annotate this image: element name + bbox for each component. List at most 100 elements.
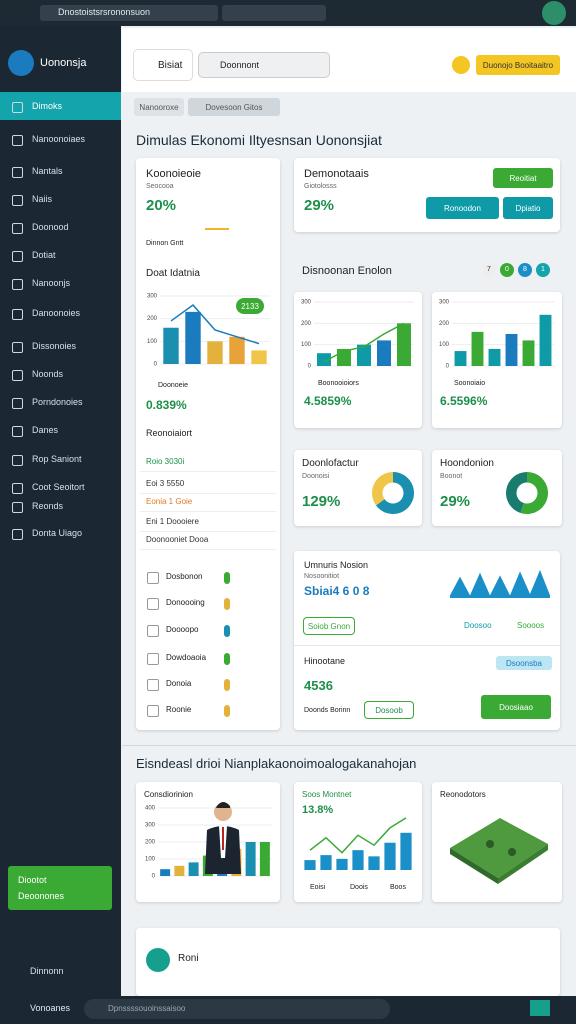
list-item[interactable]: Dosbonon xyxy=(166,572,203,581)
item-icon xyxy=(147,598,159,610)
breadcrumb[interactable]: Nanooroxe xyxy=(134,98,184,116)
chip[interactable]: 8 xyxy=(518,263,532,277)
item-icon xyxy=(147,679,159,691)
breadcrumb[interactable]: Dovesoon Gitos xyxy=(188,98,280,116)
card-value: 13.8% xyxy=(302,804,334,816)
tray-icon[interactable] xyxy=(530,1000,550,1016)
card-value: 29% xyxy=(304,197,335,214)
bar xyxy=(259,842,270,876)
dropdown[interactable] xyxy=(199,53,329,77)
list-item[interactable]: Donoia xyxy=(166,679,192,688)
list-title: Reonoiaiort xyxy=(146,428,193,438)
nav-icon xyxy=(12,135,23,146)
item-icon xyxy=(147,653,159,665)
card-title: Roni xyxy=(178,953,199,964)
sidebar-cta[interactable] xyxy=(8,866,112,910)
bar xyxy=(251,350,267,364)
list-item[interactable]: Donoooing xyxy=(166,598,205,607)
legend: Boonooioiors xyxy=(318,380,359,387)
nav-icon xyxy=(12,279,23,290)
nav-item[interactable]: Reonds xyxy=(32,501,64,511)
tag[interactable]: Soiob Gnon xyxy=(304,618,354,634)
donut-slice xyxy=(506,472,527,513)
button[interactable]: Reoitiat xyxy=(493,168,553,188)
nav-item[interactable]: Coot Seoitort xyxy=(32,482,85,492)
list-row[interactable]: Eoi 3 5550 xyxy=(146,479,185,488)
nav-item[interactable]: Dissonoies xyxy=(32,341,77,351)
nav-item[interactable]: Naiis xyxy=(32,194,53,204)
dropdown-text: Doonnont xyxy=(220,60,260,70)
bar-chart: 0 100 200 300 xyxy=(439,300,554,370)
tab-dropdown[interactable] xyxy=(222,5,326,21)
list-item[interactable]: Dowdoaoia xyxy=(166,653,207,662)
bar xyxy=(174,865,185,876)
item-icon xyxy=(147,572,159,584)
nav-icon xyxy=(12,167,23,178)
bar xyxy=(160,869,171,876)
bar xyxy=(163,327,179,364)
list-row[interactable]: Doonooniet Dooa xyxy=(146,535,209,544)
list-item[interactable]: Roonie xyxy=(166,705,192,714)
bar xyxy=(320,855,332,870)
chip[interactable]: 1 xyxy=(536,263,550,277)
row-divider xyxy=(140,493,276,494)
search-box[interactable] xyxy=(134,50,192,80)
bar-chart: 0 100 200 300 xyxy=(301,300,414,370)
tag[interactable]: Dsoonsba xyxy=(496,656,552,670)
cta-line: Diootot xyxy=(18,875,47,885)
nav-item[interactable]: Dimoks xyxy=(32,101,63,111)
action-button[interactable]: Doosiaao xyxy=(481,695,551,719)
item-badge xyxy=(224,679,230,691)
left-card xyxy=(136,158,280,730)
nav-item[interactable]: Danes xyxy=(32,425,59,435)
y-tick-label: 200 xyxy=(439,321,450,327)
nav-item[interactable]: Nantals xyxy=(32,166,63,176)
bar xyxy=(245,842,256,876)
y-tick-label: 300 xyxy=(439,300,450,306)
card-subtitle: Doonoisi xyxy=(302,473,330,480)
card-value: 6.5596% xyxy=(440,394,488,408)
chip[interactable]: 0 xyxy=(500,263,514,277)
nav-item[interactable]: Doonood xyxy=(32,222,69,232)
y-tick-label: 100 xyxy=(147,339,158,345)
nav-item[interactable]: Dotiat xyxy=(32,250,56,260)
nav-icon xyxy=(12,483,23,494)
donut-card xyxy=(294,450,422,526)
item-badge xyxy=(224,598,230,610)
item-badge xyxy=(224,653,230,665)
section-title: Doat Idatnia xyxy=(146,268,200,279)
nav-item[interactable]: Porndonoies xyxy=(32,397,83,407)
nav-item[interactable]: Donta Uiago xyxy=(32,528,83,538)
address-bar[interactable] xyxy=(40,5,218,21)
list-row[interactable]: Roio 3030i xyxy=(146,457,185,466)
nav-item[interactable]: Nanoonoiaes xyxy=(32,134,86,144)
card-title: Demonotaais xyxy=(304,168,369,180)
nav-item[interactable]: Noonds xyxy=(32,369,64,379)
item-icon xyxy=(147,705,159,717)
stat: 0.839% xyxy=(146,398,187,412)
chip: Soooos xyxy=(517,621,545,630)
notify-icon[interactable] xyxy=(452,56,470,74)
nav-item[interactable]: Danoonoies xyxy=(32,308,81,318)
taskbar-search[interactable] xyxy=(84,999,390,1019)
chip[interactable]: 7 xyxy=(482,263,496,277)
y-tick-label: 100 xyxy=(145,857,156,863)
nav-item[interactable]: Rop Saniont xyxy=(32,454,82,464)
button[interactable]: Ronoodon xyxy=(426,197,499,219)
list-row[interactable]: Eni 1 Doooiere xyxy=(146,517,199,526)
button[interactable]: Dpiatio xyxy=(503,197,553,219)
list-item[interactable]: Doooopo xyxy=(166,625,199,634)
y-tick-label: 200 xyxy=(145,840,156,846)
nav-item[interactable]: Nanoonjs xyxy=(32,278,71,288)
donut-chart xyxy=(506,472,548,514)
bar xyxy=(336,858,348,870)
list-row[interactable]: Eonia 1 Goie xyxy=(146,497,193,506)
nav-icon xyxy=(12,502,23,513)
button[interactable]: Dosoob xyxy=(365,702,413,718)
header-button[interactable]: Duonojo Booitaaitro xyxy=(476,55,560,75)
row-divider xyxy=(140,471,276,472)
sidebar-footer[interactable]: Dinnonn xyxy=(30,966,64,976)
legend: Doonoeie xyxy=(158,382,188,389)
y-tick-label: 0 xyxy=(152,874,156,880)
avatar[interactable] xyxy=(542,1,566,25)
